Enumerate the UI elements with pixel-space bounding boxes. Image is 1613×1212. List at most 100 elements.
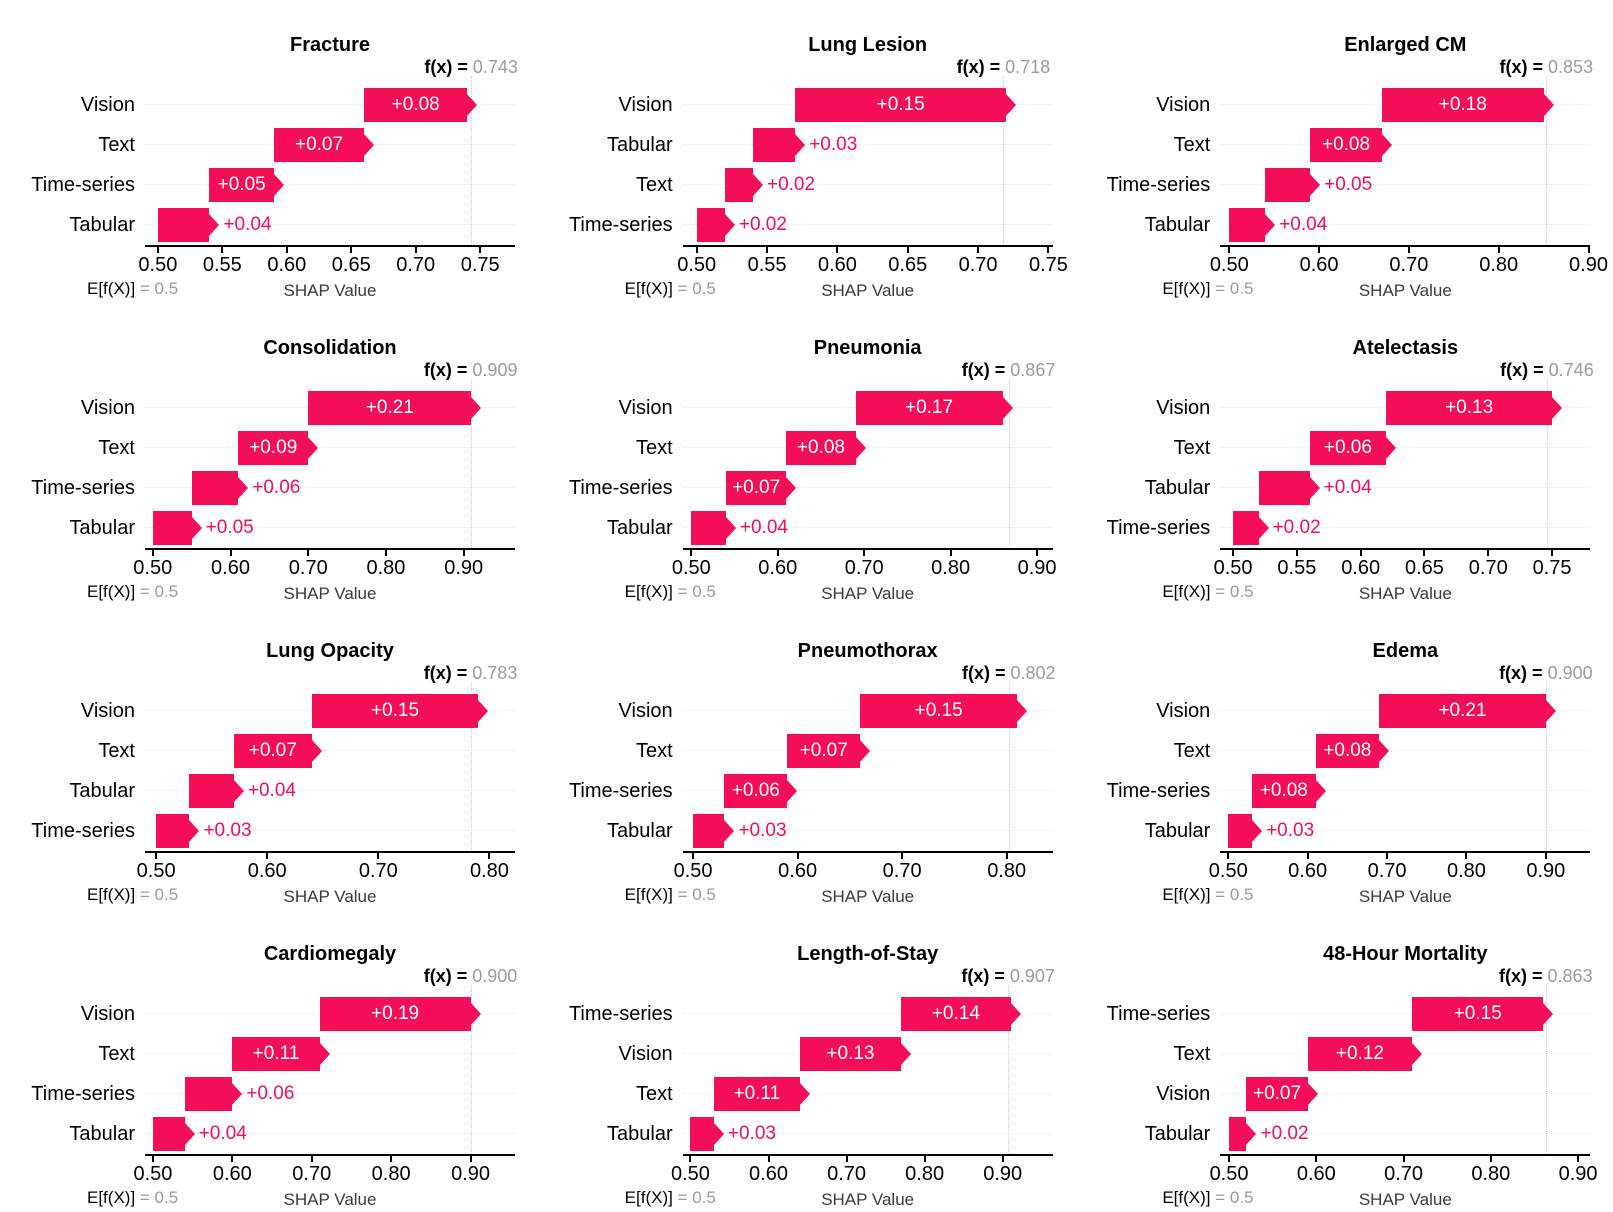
fx-value: 0.802	[1010, 663, 1056, 683]
x-tick-label: 0.60	[1341, 557, 1381, 579]
base-value: = 0.5	[677, 1188, 716, 1207]
shap-bar: +0.07	[725, 471, 797, 505]
modality-label: Text	[98, 437, 135, 459]
x-tick-label: 0.65	[888, 254, 928, 276]
x-tick-mark	[863, 550, 866, 556]
x-tick-label: 0.60	[778, 860, 818, 882]
row-gridline	[682, 1133, 1053, 1134]
bar-arrow-tip	[752, 174, 763, 196]
bar-arrow-tip	[799, 1083, 810, 1105]
x-axis-title: SHAP Value	[283, 584, 377, 603]
bar-arrow-tip	[209, 214, 220, 236]
bar-value-label: +0.15	[1453, 1003, 1502, 1024]
bar-value-label: +0.14	[931, 1003, 980, 1024]
chart-pneumothorax: Pneumothorax f(x) = 0.802 Vision +0.15 Text +…	[538, 606, 1076, 909]
bar-arrow-tip	[311, 740, 322, 762]
modality-label: Text	[98, 134, 135, 156]
fx-annotation: f(x) = 0.900	[1436, 663, 1613, 684]
bar-value-label: +0.08	[1323, 740, 1372, 761]
base-annotation: E[f(X)] = 0.5	[87, 582, 178, 602]
fx-value: 0.746	[1548, 360, 1594, 380]
modality-label: Time-series	[568, 477, 673, 499]
x-tick-label: 0.75	[460, 254, 500, 276]
fx-value: 0.783	[472, 663, 518, 683]
shap-bar	[691, 511, 736, 545]
x-tick-label: 0.70	[358, 860, 398, 882]
shap-bar	[752, 128, 806, 162]
row-gridline	[1220, 1133, 1591, 1134]
modality-label: Vision	[80, 94, 135, 116]
x-axis-line	[145, 245, 515, 247]
modality-label: Tabular	[607, 1123, 673, 1145]
shap-bar: +0.05	[209, 168, 284, 202]
x-tick-mark	[307, 550, 310, 556]
x-tick-label: 0.50	[133, 1163, 173, 1185]
row-gridline	[145, 487, 515, 488]
modality-label: Tabular	[607, 134, 673, 156]
x-axis-title: SHAP Value	[821, 281, 915, 300]
x-tick-label: 0.50	[670, 1163, 710, 1185]
x-tick-mark	[845, 1156, 848, 1162]
modality-label: Vision	[618, 1043, 673, 1065]
x-tick-label: 0.50	[133, 557, 173, 579]
bar-value-label: +0.08	[1321, 134, 1371, 155]
fx-annotation: f(x) = 0.783	[361, 663, 581, 684]
fx-reference-line	[470, 985, 472, 1154]
modality-label: Text	[1173, 134, 1211, 156]
fx-reference-line	[1545, 682, 1547, 851]
fx-value: 0.907	[1009, 966, 1055, 986]
x-tick-label: 0.60	[247, 860, 287, 882]
x-tick-label: 0.70	[827, 1163, 867, 1185]
bar-value-label: +0.04	[1279, 214, 1328, 235]
x-axis-line	[682, 548, 1053, 550]
chart-title: Enlarged CM	[1344, 34, 1467, 56]
x-tick-mark	[156, 247, 159, 253]
fx-label: f(x) =	[423, 966, 473, 986]
bar-value-label: +0.07	[799, 740, 848, 761]
x-tick-label: 0.50	[677, 254, 717, 276]
bar-arrow-tip	[273, 174, 284, 196]
row-gridline	[1220, 527, 1591, 528]
bar-arrow-tip	[1552, 397, 1563, 419]
bar-arrow-tip	[860, 740, 871, 762]
x-axis-line	[1220, 851, 1591, 853]
row-gridline	[682, 790, 1053, 791]
shap-bar: +0.08	[786, 431, 866, 465]
x-tick-label: 0.50	[673, 860, 713, 882]
bar-arrow-tip	[725, 517, 736, 539]
modality-label: Vision	[618, 700, 673, 722]
row-gridline	[1220, 447, 1591, 448]
fx-label: f(x) =	[1499, 57, 1549, 77]
bar-arrow-tip	[1543, 1003, 1554, 1025]
shap-bar	[1229, 1117, 1257, 1151]
shap-bar	[696, 208, 735, 242]
fx-annotation: f(x) = 0.907	[898, 966, 1118, 987]
bar-arrow-tip	[1002, 397, 1013, 419]
fx-label: f(x) =	[1499, 966, 1548, 986]
bar-value-label: +0.17	[904, 397, 954, 418]
base-label: E[f(X)]	[87, 885, 140, 904]
shap-bar: +0.08	[364, 88, 478, 122]
x-tick-label: 0.50	[1213, 557, 1253, 579]
bar-value-label: +0.07	[294, 134, 344, 155]
x-axis-title: SHAP Value	[821, 1190, 915, 1209]
x-tick-mark	[1407, 247, 1410, 253]
shap-bar: +0.15	[860, 694, 1028, 728]
base-value: = 0.5	[1215, 885, 1254, 904]
chart-title: Fracture	[289, 34, 371, 56]
row-gridline	[145, 104, 515, 105]
x-axis-line	[145, 851, 515, 853]
fx-value: 0.900	[1547, 663, 1593, 683]
x-axis-title: SHAP Value	[283, 887, 377, 906]
shap-bar: +0.08	[1315, 734, 1390, 768]
fx-value: 0.863	[1547, 966, 1593, 986]
bar-arrow-tip	[233, 780, 244, 802]
x-tick-mark	[692, 853, 695, 859]
x-axis-title: SHAP Value	[1358, 584, 1452, 603]
modality-label: Time-series	[568, 1003, 673, 1025]
fx-value: 0.853	[1548, 57, 1594, 77]
x-tick-mark	[1489, 1156, 1492, 1162]
row-gridline	[682, 447, 1053, 448]
base-label: E[f(X)]	[624, 885, 678, 904]
modality-label: Tabular	[1144, 477, 1211, 499]
